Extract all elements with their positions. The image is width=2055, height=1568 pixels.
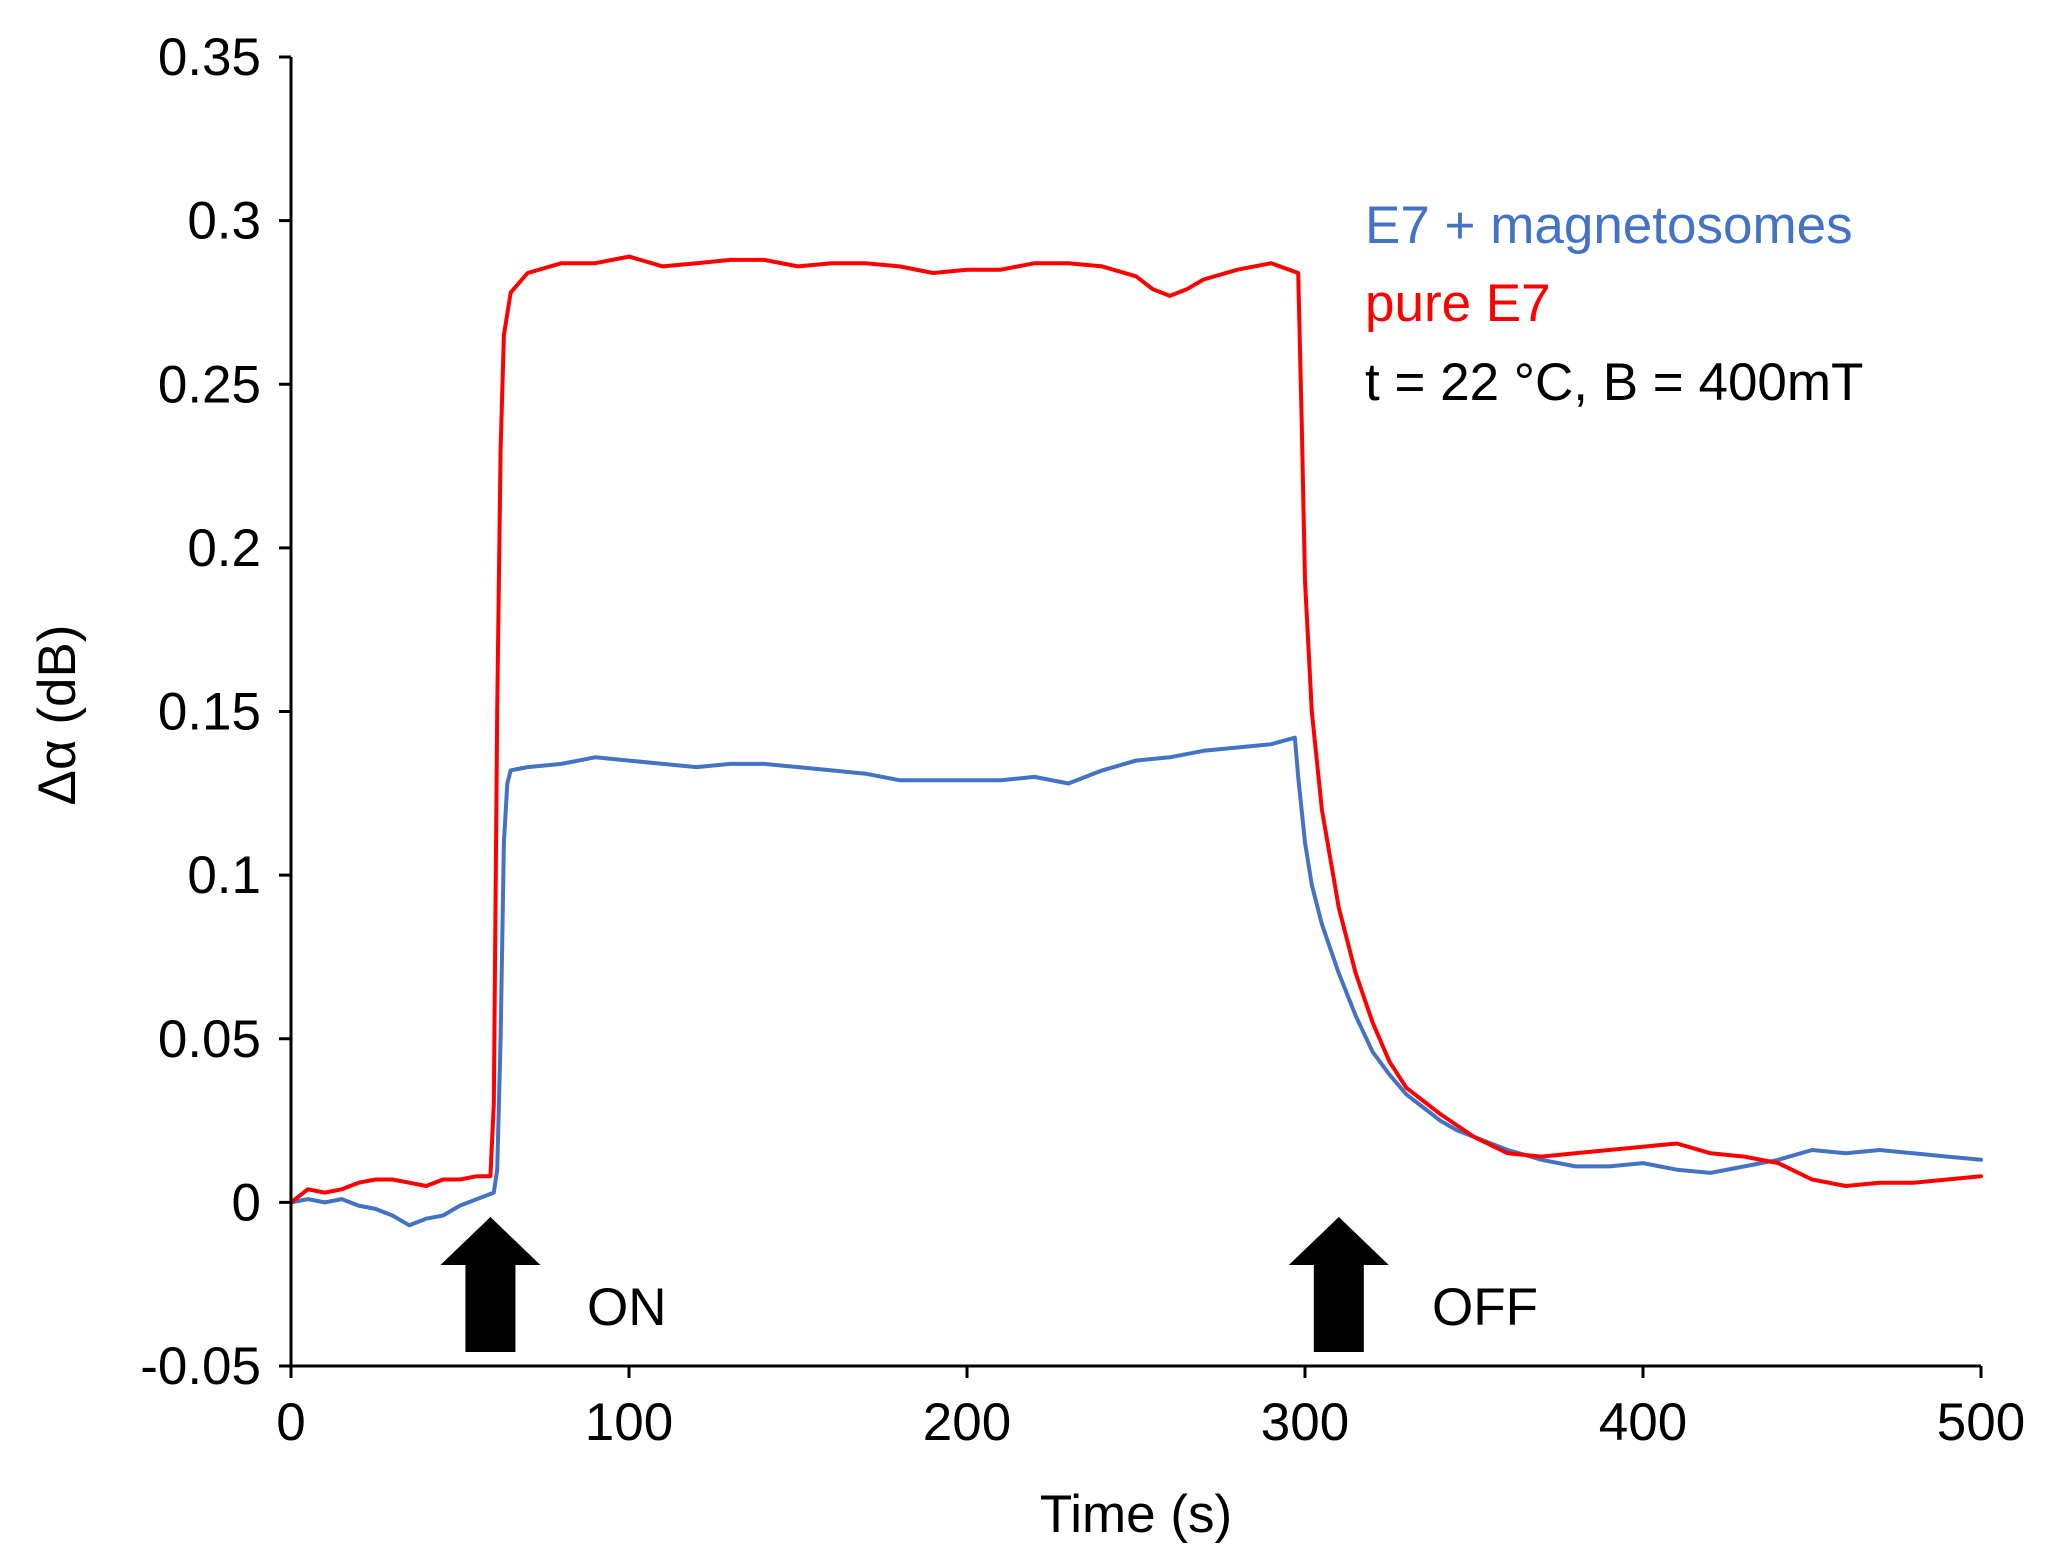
y-tick-label: 0.15: [158, 683, 261, 742]
y-tick-label: 0: [232, 1173, 261, 1232]
series-line-2: [289, 254, 1983, 1205]
x-tick-label: 300: [1261, 1393, 1349, 1452]
off-arrow-icon: [1288, 1217, 1389, 1352]
x-tick-label: 200: [923, 1393, 1011, 1452]
legend-series-2: pure E7: [1365, 274, 1551, 333]
y-tick-label: 0.05: [158, 1010, 261, 1069]
y-tick-label: 0.35: [158, 28, 261, 87]
ticks: -0.05 0 0.05 0.1 0.15 0.2 0.25 0.3 0.35 0 100 200 30…: [140, 28, 2025, 1452]
series-line-1: [289, 735, 1983, 1228]
marker-label-off: OFF: [1432, 1278, 1538, 1337]
legend-annotation-conditions: t = 22 °C, B = 400mT: [1365, 353, 1863, 412]
marker-label-on: ON: [587, 1278, 667, 1337]
x-axis-title: Time (s): [1040, 1485, 1232, 1544]
x-tick-label: 500: [1937, 1393, 2025, 1452]
y-axis-title: Δα (dB): [28, 625, 87, 806]
y-tick-label: 0.1: [187, 846, 261, 905]
x-tick-label: 400: [1599, 1393, 1687, 1452]
y-tick-label: 0.2: [187, 519, 261, 578]
plot-lines: [289, 254, 1983, 1228]
on-arrow-icon: [440, 1217, 541, 1352]
annotations: [440, 1217, 1389, 1352]
y-tick-label: 0.3: [187, 192, 261, 251]
y-tick-label: 0.25: [158, 355, 261, 414]
x-tick-label: 100: [585, 1393, 673, 1452]
x-tick-label: 0: [276, 1393, 305, 1452]
legend-series-1: E7 + magnetosomes: [1365, 196, 1853, 255]
y-tick-label: -0.05: [140, 1337, 261, 1396]
